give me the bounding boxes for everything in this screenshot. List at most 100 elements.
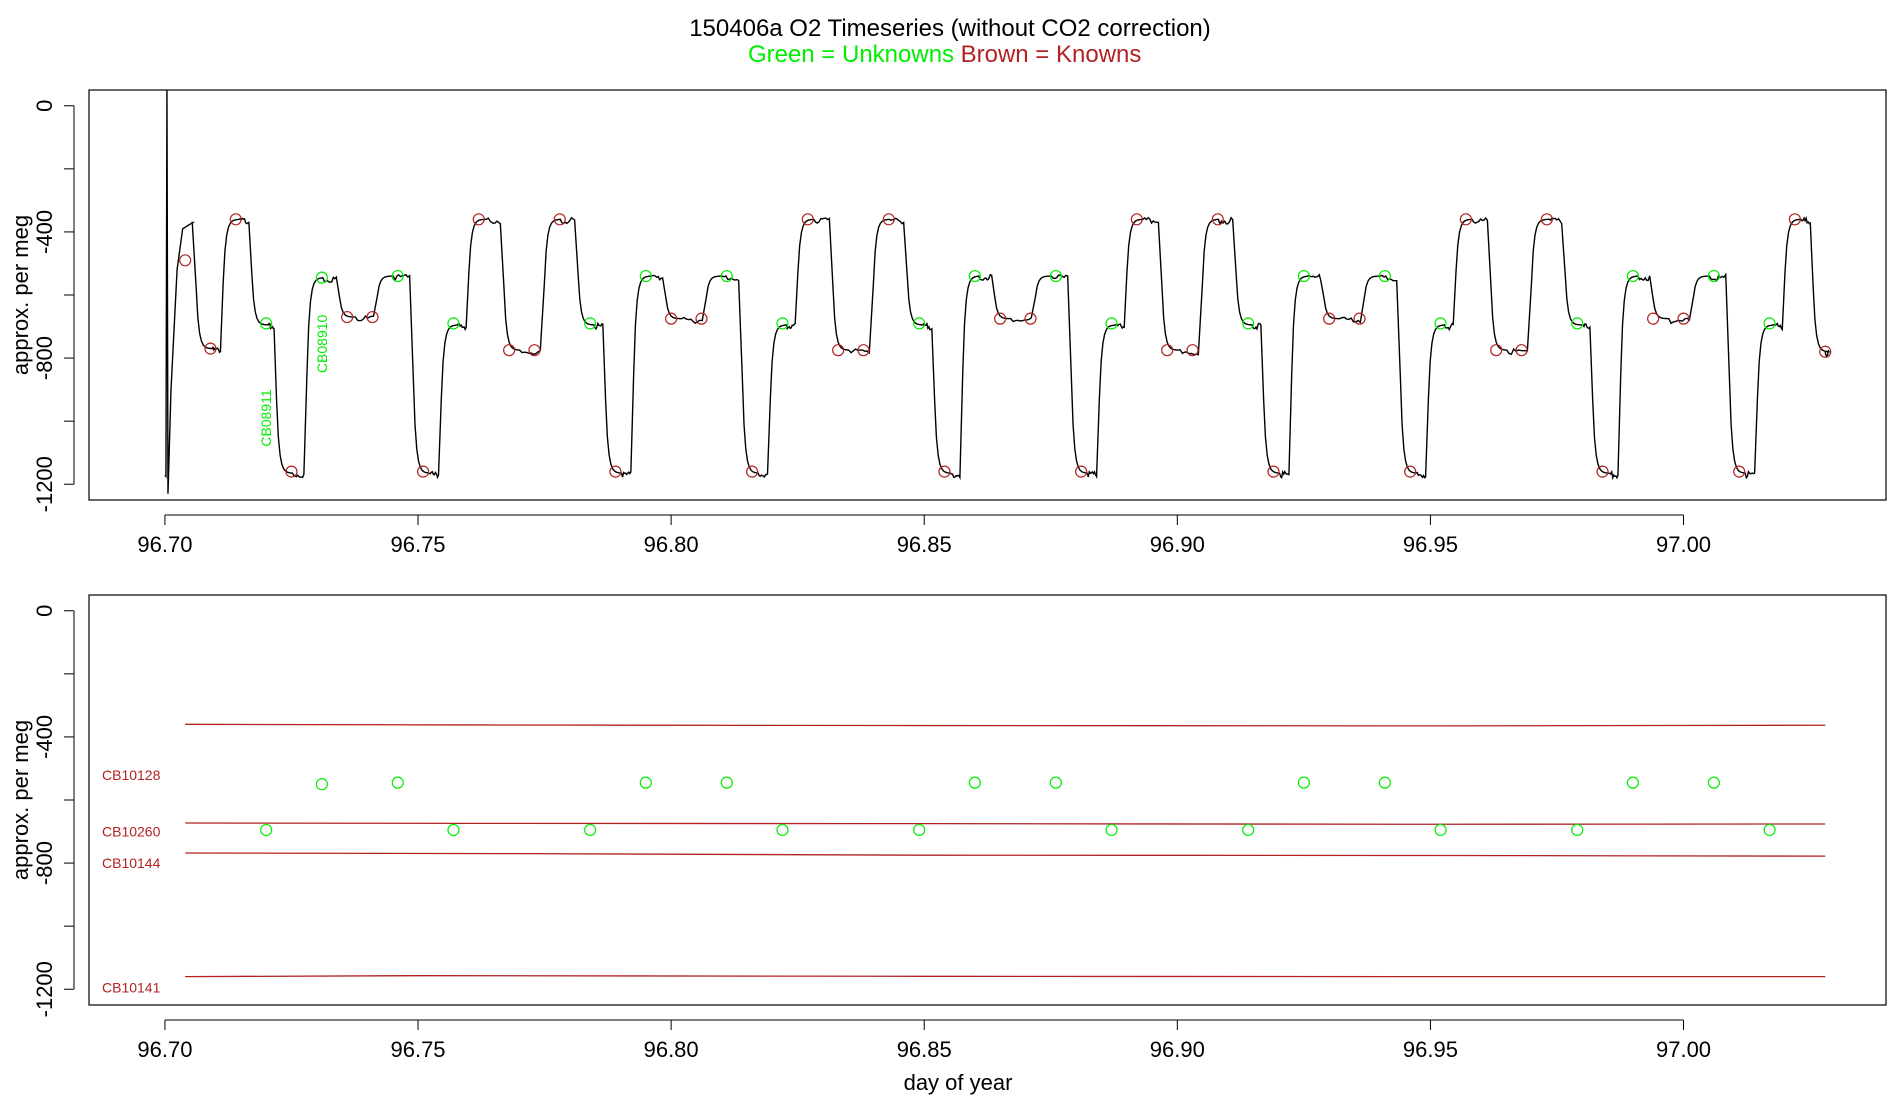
known-point (179, 254, 192, 267)
known-point (1490, 344, 1503, 357)
unknown-point (1242, 317, 1255, 330)
known-point (1186, 344, 1199, 357)
known-point (341, 310, 354, 324)
top-x-tick-label: 96.95 (1403, 532, 1458, 557)
reference-label: CB10128 (102, 767, 161, 783)
unknown-point (584, 317, 597, 330)
known-point (1353, 312, 1366, 325)
top-x-tick-label: 96.85 (897, 532, 952, 557)
known-point (609, 465, 622, 478)
unknown-point (968, 776, 981, 789)
known-point (528, 344, 541, 357)
top-y-tick-label: 0 (32, 100, 57, 112)
unknown-point (584, 823, 597, 837)
known-point (994, 312, 1007, 325)
bottom-y-axis: 0 -400 -800 -1200 (32, 605, 75, 1017)
known-point (503, 344, 516, 357)
known-point (801, 213, 814, 226)
top-unknowns-points (260, 269, 1776, 330)
bottom-y-tick-label: -400 (32, 715, 57, 759)
unknown-point (1049, 269, 1062, 283)
bottom-y-tick-label: 0 (32, 605, 57, 617)
known-point (1459, 213, 1472, 226)
bottom-y-tick-label: -1200 (32, 961, 57, 1017)
known-point (1161, 344, 1174, 357)
top-knowns-points (179, 213, 1832, 478)
unknown-point (1105, 317, 1118, 330)
known-point (1267, 465, 1280, 478)
bottom-plot-frame (88, 594, 1887, 1006)
unknown-point (447, 823, 460, 837)
legend-unknowns: Green = Unknowns (748, 41, 954, 68)
bottom-unknowns-points (260, 776, 1776, 837)
known-point (1677, 312, 1690, 325)
unknown-point (1571, 823, 1584, 837)
unknown-point (776, 317, 789, 330)
known-point (1024, 312, 1037, 325)
bottom-x-tick-label: 97.00 (1656, 1037, 1711, 1062)
known-point (882, 213, 895, 226)
unknown-point (1707, 269, 1720, 283)
reference-label: CB10260 (102, 824, 161, 840)
known-point (1404, 465, 1417, 478)
unknown-point (1434, 823, 1447, 837)
unknown-point (1626, 269, 1640, 283)
known-point (1540, 213, 1553, 226)
unknown-point (639, 269, 652, 283)
unknown-point (1105, 823, 1118, 837)
reference-labels: CB10128 CB10260 CB10144 CB10141 (102, 767, 161, 996)
unknown-point (913, 823, 926, 837)
unknown-point (1242, 823, 1255, 837)
top-x-tick-label: 96.75 (390, 532, 445, 557)
unknown-point (776, 823, 789, 837)
reference-line-cb10141 (185, 975, 1826, 978)
bottom-x-axis-label: day of year (904, 1070, 1013, 1095)
top-x-axis: 96.70 96.75 96.80 96.85 96.90 96.95 97.00 (137, 514, 1711, 557)
known-point (665, 312, 678, 325)
known-point (1647, 312, 1660, 325)
known-point (366, 310, 379, 324)
bottom-x-tick-label: 96.85 (897, 1037, 952, 1062)
bottom-x-axis: 96.70 96.75 96.80 96.85 96.90 96.95 97.00 (137, 1019, 1711, 1062)
reference-line-cb10144 (185, 852, 1826, 857)
unknown-point (1434, 317, 1447, 330)
top-y-axis-label: approx. per meg (8, 215, 33, 375)
unknown-point (1378, 269, 1391, 283)
bottom-x-tick-label: 96.80 (644, 1037, 699, 1062)
bottom-y-tick-label: -800 (32, 841, 57, 885)
top-annotations: CB08911 CB08910 (258, 314, 330, 446)
top-x-tick-label: 97.00 (1656, 532, 1711, 557)
unknown-point (447, 317, 460, 330)
known-point (1788, 213, 1801, 226)
top-y-tick-label: -800 (32, 336, 57, 380)
unknown-point (1297, 269, 1310, 283)
known-point (832, 344, 845, 357)
top-plot-frame (88, 89, 1887, 501)
unknown-point (968, 269, 981, 283)
unknown-point (1297, 776, 1310, 789)
unknown-point (1763, 823, 1776, 837)
unknown-point (391, 269, 404, 283)
top-panel: 96.70 96.75 96.80 96.85 96.90 96.95 97.00 0 -40… (8, 89, 1887, 557)
known-point (938, 465, 951, 478)
unknown-point (260, 317, 273, 330)
reference-label: CB10141 (102, 980, 161, 996)
reference-lines (185, 723, 1826, 978)
unknown-point (720, 269, 733, 283)
unknown-point (1049, 776, 1062, 789)
unknown-point (1626, 776, 1640, 789)
o2-trace-line (164, 90, 1831, 494)
unknown-point (315, 271, 328, 284)
reference-line-cb10128 (185, 723, 1826, 727)
known-point (204, 342, 217, 355)
unknown-point (720, 776, 733, 789)
known-point (857, 344, 870, 357)
bottom-x-tick-label: 96.95 (1403, 1037, 1458, 1062)
known-point (229, 213, 242, 226)
bottom-panel: 96.70 96.75 96.80 96.85 96.90 96.95 97.00 0 -40… (8, 594, 1887, 1095)
known-point (1130, 213, 1143, 226)
bottom-x-tick-label: 96.90 (1150, 1037, 1205, 1062)
known-point (1515, 344, 1528, 357)
